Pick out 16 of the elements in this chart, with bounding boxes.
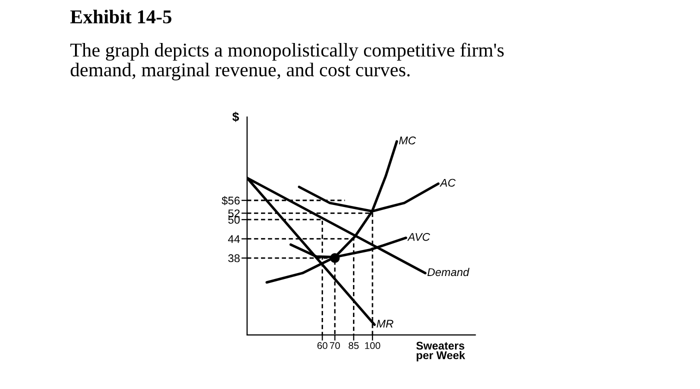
series-label: MC [399,136,416,144]
y-tick-label: 44 [228,235,240,243]
series-label: MR [376,320,394,328]
x-tick-label: 70 [330,342,340,350]
y-axis-title: $ [232,112,239,122]
series-label: Demand [427,268,470,276]
y-tick-label: $56 [222,196,240,206]
chart-subtitle: The graph depicts a monopolistically competitive firm's demand, marginal revenue, and cost curves. [70,42,504,80]
x-tick-label: 100 [365,342,380,350]
chart-title: Exhibit 14-5 [70,10,172,24]
series-label: AC [440,178,456,187]
y-tick-label: 38 [228,254,240,262]
series-label: AVC [407,232,430,241]
x-tick-label: 60 [317,342,328,350]
x-tick-label: 85 [348,342,359,350]
x-axis-title: Sweaters per Week [416,342,466,362]
